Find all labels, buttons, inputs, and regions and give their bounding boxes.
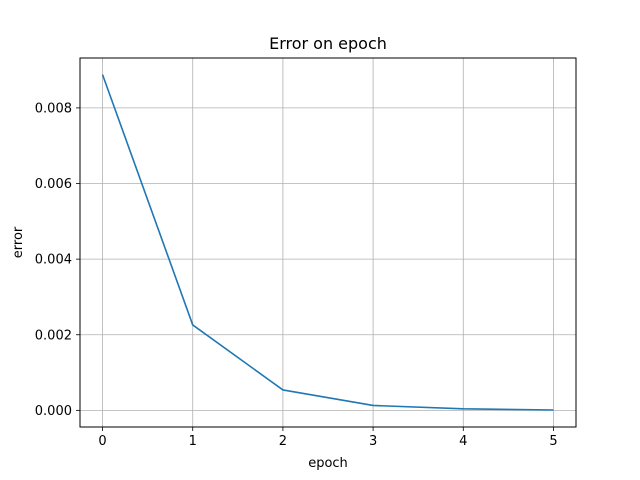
- y-axis-label: error: [11, 226, 26, 258]
- error-series-line: [101, 74, 554, 411]
- chart-title: Error on epoch: [269, 34, 387, 53]
- series-layer: [101, 73, 555, 411]
- y-tick-label: 0.006: [35, 177, 72, 192]
- data-point: [281, 388, 284, 391]
- x-tick-label: 0: [98, 434, 106, 449]
- x-tick-label: 3: [369, 434, 377, 449]
- data-point: [191, 323, 194, 326]
- data-point: [372, 404, 375, 407]
- x-axis-label: epoch: [308, 456, 348, 471]
- y-tick-label: 0.008: [35, 101, 72, 116]
- y-tick-label: 0.000: [35, 404, 72, 419]
- y-tick-label: 0.002: [35, 328, 72, 343]
- x-tick-label: 5: [549, 434, 557, 449]
- data-point: [462, 407, 465, 410]
- ticks: 0 1 2 3 4 5 0.000 0.002 0.004 0.006 0.008: [35, 101, 558, 449]
- x-tick-label: 1: [189, 434, 197, 449]
- data-point: [101, 73, 104, 76]
- plot-area-frame: [79, 57, 577, 428]
- data-point: [552, 408, 555, 411]
- x-tick-label: 4: [459, 434, 467, 449]
- x-tick-label: 2: [279, 434, 287, 449]
- y-tick-label: 0.004: [35, 253, 72, 268]
- grid: [80, 58, 576, 427]
